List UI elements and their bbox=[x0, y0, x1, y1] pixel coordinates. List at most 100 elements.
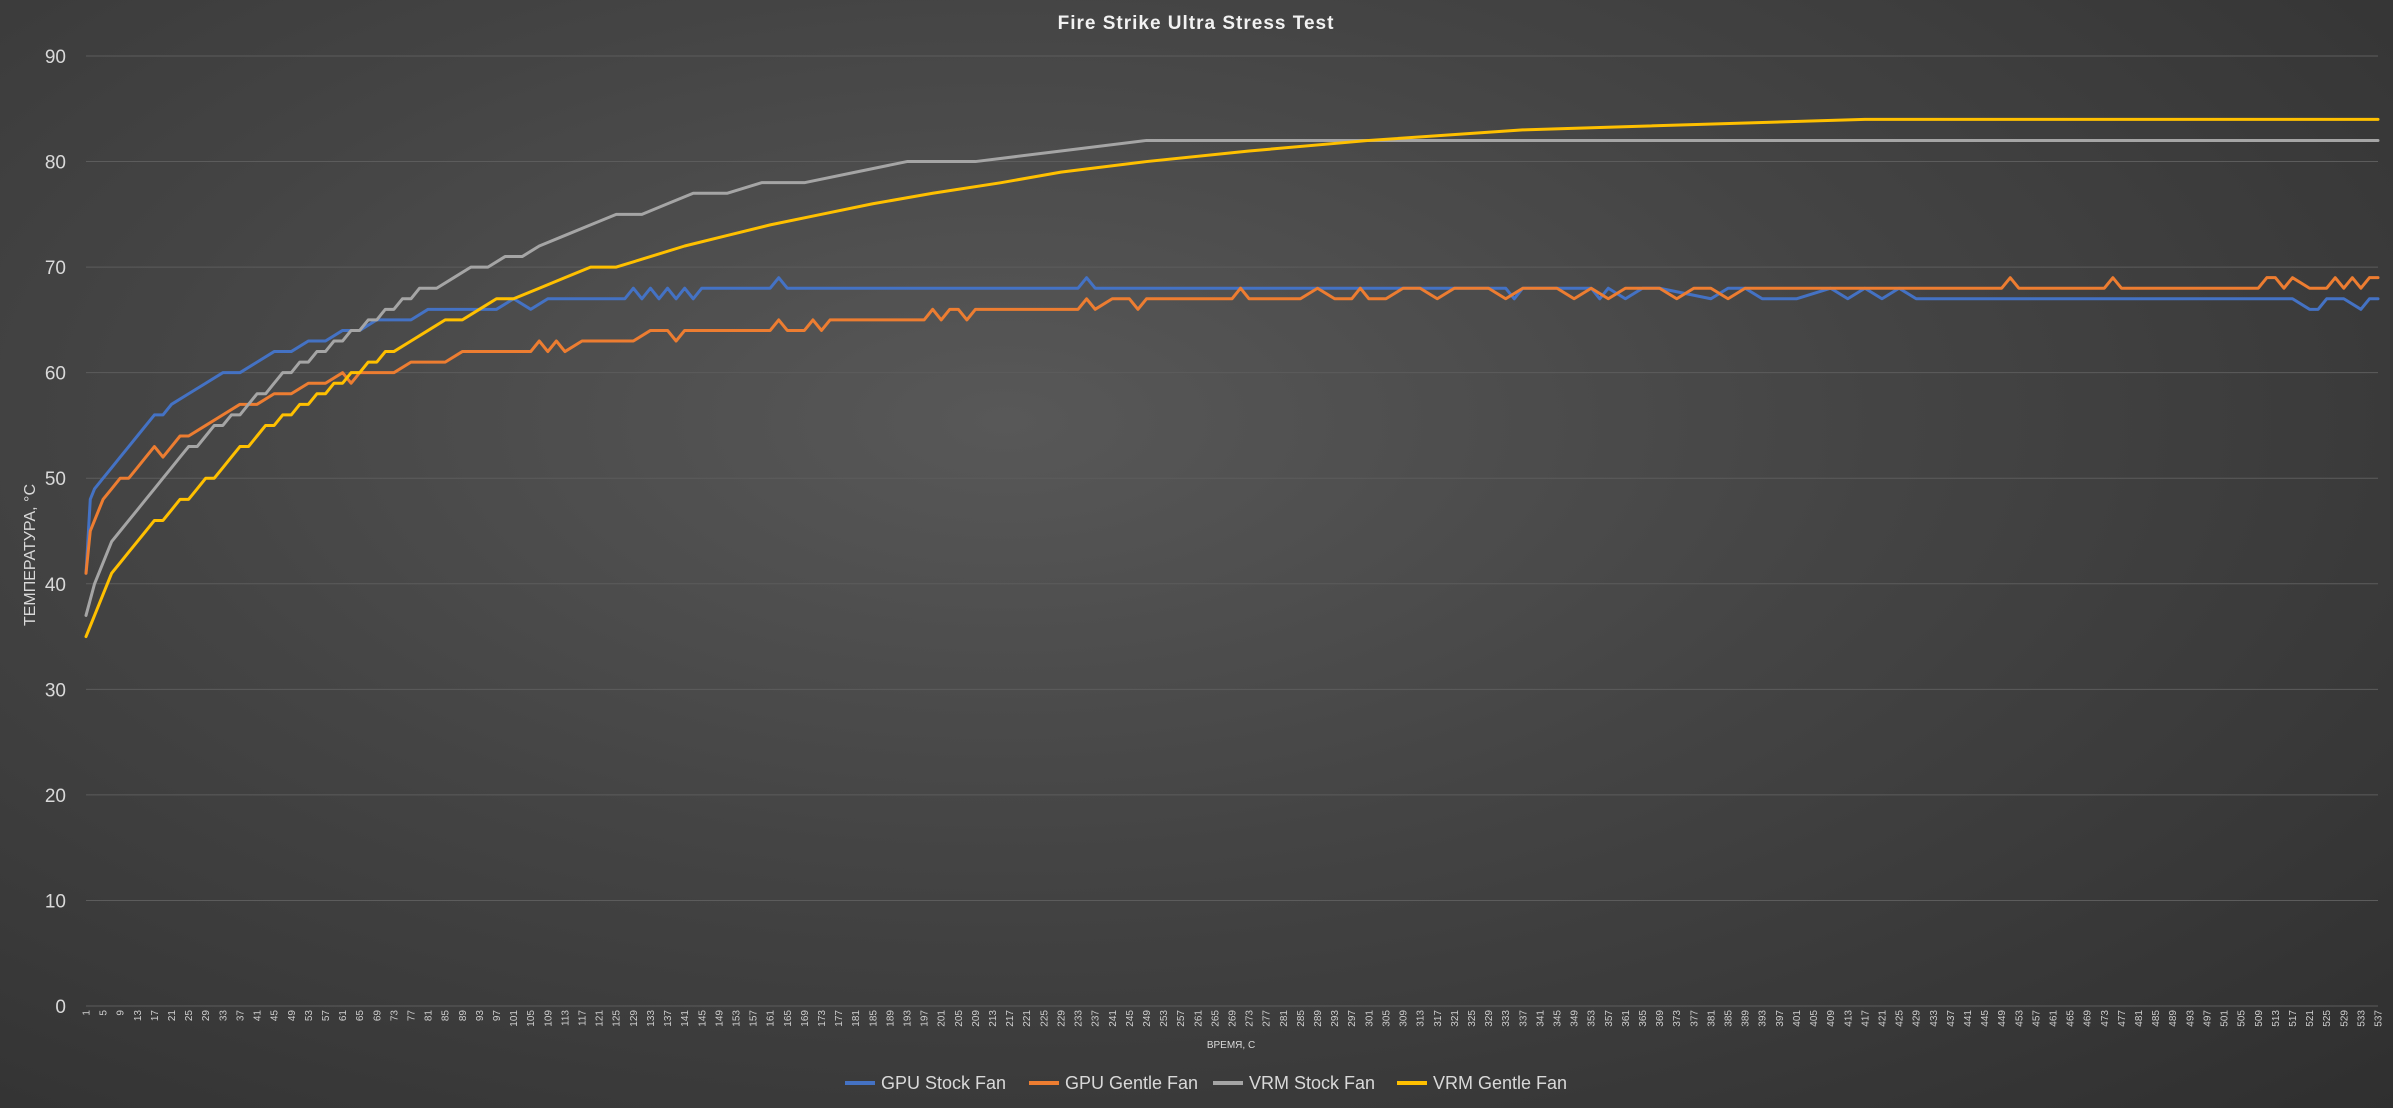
x-tick-label: 9 bbox=[116, 1010, 127, 1016]
x-tick-label: 441 bbox=[1963, 1010, 1974, 1027]
x-tick-label: 401 bbox=[1792, 1010, 1803, 1027]
x-tick-label: 529 bbox=[2339, 1010, 2350, 1027]
x-tick-label: 309 bbox=[1399, 1010, 1410, 1027]
x-axis-ticks: 1 5 9 13 17 21 25 29 33 37 41 45 49 53 57 61 65 69 73 77 81 8… bbox=[82, 1010, 2385, 1027]
x-tick-label: 509 bbox=[2254, 1010, 2265, 1027]
x-tick-label: 429 bbox=[1912, 1010, 1923, 1027]
legend-label-gpu-stock-fan: GPU Stock Fan bbox=[881, 1073, 1006, 1093]
x-tick-label: 293 bbox=[1330, 1010, 1341, 1027]
series-line-vrm-stock-fan bbox=[84, 138, 2380, 617]
x-tick-label: 461 bbox=[2049, 1010, 2060, 1027]
x-tick-label: 409 bbox=[1826, 1010, 1837, 1027]
y-tick-label: 20 bbox=[45, 786, 66, 807]
x-tick-label: 357 bbox=[1604, 1010, 1615, 1027]
legend-label-vrm-gentle-fan: VRM Gentle Fan bbox=[1433, 1073, 1567, 1093]
x-tick-label: 313 bbox=[1416, 1010, 1427, 1027]
y-tick-label: 70 bbox=[45, 258, 66, 279]
x-tick-label: 189 bbox=[885, 1010, 896, 1027]
x-tick-label: 209 bbox=[971, 1010, 982, 1027]
x-tick-label: 361 bbox=[1621, 1010, 1632, 1027]
x-tick-label: 17 bbox=[150, 1010, 161, 1022]
x-tick-label: 485 bbox=[2151, 1010, 2162, 1027]
x-tick-label: 65 bbox=[355, 1010, 366, 1022]
x-tick-label: 517 bbox=[2288, 1010, 2299, 1027]
x-tick-label: 217 bbox=[1005, 1010, 1016, 1027]
x-tick-label: 345 bbox=[1552, 1010, 1563, 1027]
x-tick-label: 101 bbox=[509, 1010, 520, 1027]
x-tick-label: 505 bbox=[2237, 1010, 2248, 1027]
x-tick-label: 477 bbox=[2117, 1010, 2128, 1027]
x-tick-label: 533 bbox=[2356, 1010, 2367, 1027]
legend-label-vrm-stock-fan: VRM Stock Fan bbox=[1249, 1073, 1375, 1093]
x-tick-label: 513 bbox=[2271, 1010, 2282, 1027]
y-axis-ticks: 0 10 20 30 40 50 60 70 80 90 bbox=[45, 47, 66, 1018]
x-tick-label: 285 bbox=[1296, 1010, 1307, 1027]
x-tick-label: 453 bbox=[2014, 1010, 2025, 1027]
x-tick-label: 129 bbox=[629, 1010, 640, 1027]
x-tick-label: 469 bbox=[2083, 1010, 2094, 1027]
x-tick-label: 337 bbox=[1518, 1010, 1529, 1027]
legend-label-gpu-gentle-fan: GPU Gentle Fan bbox=[1065, 1073, 1198, 1093]
x-tick-label: 105 bbox=[526, 1010, 537, 1027]
x-tick-label: 305 bbox=[1381, 1010, 1392, 1027]
x-tick-label: 165 bbox=[783, 1010, 794, 1027]
x-tick-label: 353 bbox=[1587, 1010, 1598, 1027]
x-tick-label: 373 bbox=[1672, 1010, 1683, 1027]
x-tick-label: 501 bbox=[2220, 1010, 2231, 1027]
y-axis-label: ТЕМПЕРАТУРА, °С bbox=[22, 484, 39, 626]
x-tick-label: 1 bbox=[82, 1010, 93, 1016]
x-tick-label: 169 bbox=[800, 1010, 811, 1027]
x-tick-label: 329 bbox=[1484, 1010, 1495, 1027]
x-tick-label: 425 bbox=[1895, 1010, 1906, 1027]
x-tick-label: 385 bbox=[1724, 1010, 1735, 1027]
y-tick-label: 60 bbox=[45, 364, 66, 385]
x-tick-label: 89 bbox=[458, 1010, 469, 1022]
x-tick-label: 53 bbox=[304, 1010, 315, 1022]
x-tick-label: 29 bbox=[201, 1010, 212, 1022]
x-tick-label: 497 bbox=[2202, 1010, 2213, 1027]
gridlines bbox=[86, 55, 2378, 1007]
x-tick-label: 197 bbox=[920, 1010, 931, 1027]
x-tick-label: 493 bbox=[2185, 1010, 2196, 1027]
x-tick-label: 321 bbox=[1450, 1010, 1461, 1027]
x-tick-label: 149 bbox=[714, 1010, 725, 1027]
x-tick-label: 301 bbox=[1364, 1010, 1375, 1027]
x-tick-label: 81 bbox=[424, 1010, 435, 1022]
x-tick-label: 281 bbox=[1279, 1010, 1290, 1027]
x-tick-label: 381 bbox=[1706, 1010, 1717, 1027]
y-tick-label: 90 bbox=[45, 47, 66, 68]
x-tick-label: 241 bbox=[1108, 1010, 1119, 1027]
x-tick-label: 109 bbox=[543, 1010, 554, 1027]
x-tick-label: 93 bbox=[475, 1010, 486, 1022]
x-tick-label: 177 bbox=[834, 1010, 845, 1027]
x-tick-label: 77 bbox=[406, 1010, 417, 1022]
x-tick-label: 253 bbox=[1159, 1010, 1170, 1027]
x-tick-label: 41 bbox=[253, 1010, 264, 1022]
series-line-vrm-gentle-fan bbox=[84, 117, 2380, 639]
chart-title: Fire Strike Ultra Stress Test bbox=[1058, 13, 1335, 34]
x-tick-label: 257 bbox=[1176, 1010, 1187, 1027]
x-tick-label: 137 bbox=[663, 1010, 674, 1027]
x-tick-label: 185 bbox=[868, 1010, 879, 1027]
x-tick-label: 21 bbox=[167, 1010, 178, 1022]
x-tick-label: 5 bbox=[99, 1010, 110, 1016]
x-tick-label: 61 bbox=[338, 1010, 349, 1022]
x-tick-label: 525 bbox=[2322, 1010, 2333, 1027]
x-tick-label: 193 bbox=[903, 1010, 914, 1027]
x-tick-label: 133 bbox=[646, 1010, 657, 1027]
x-tick-label: 397 bbox=[1775, 1010, 1786, 1027]
x-tick-label: 413 bbox=[1843, 1010, 1854, 1027]
x-tick-label: 205 bbox=[954, 1010, 965, 1027]
x-tick-label: 481 bbox=[2134, 1010, 2145, 1027]
x-tick-label: 437 bbox=[1946, 1010, 1957, 1027]
x-tick-label: 37 bbox=[235, 1010, 246, 1022]
x-tick-label: 325 bbox=[1467, 1010, 1478, 1027]
x-tick-label: 145 bbox=[697, 1010, 708, 1027]
x-tick-label: 365 bbox=[1638, 1010, 1649, 1027]
series-lines bbox=[84, 117, 2380, 639]
x-tick-label: 33 bbox=[218, 1010, 229, 1022]
x-tick-label: 25 bbox=[184, 1010, 195, 1022]
x-tick-label: 417 bbox=[1860, 1010, 1871, 1027]
